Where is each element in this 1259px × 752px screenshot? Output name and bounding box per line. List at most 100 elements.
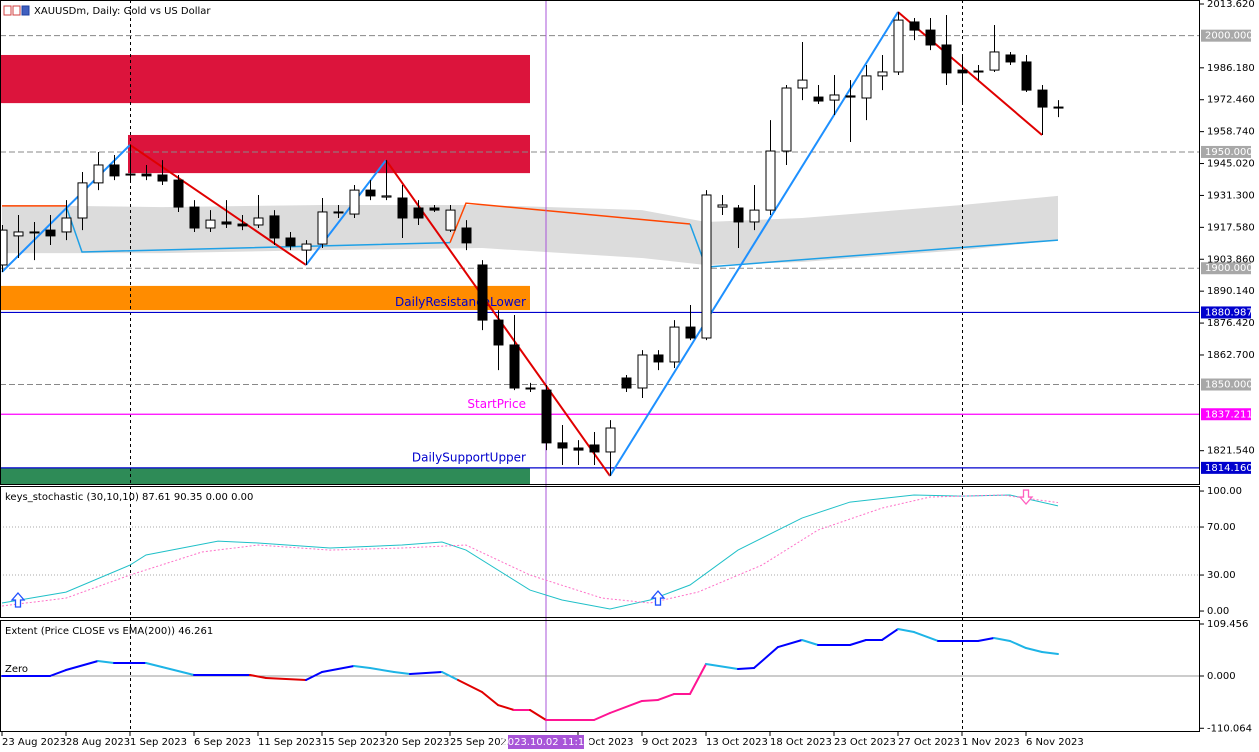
- candle-body: [45, 229, 56, 237]
- candle-body: [605, 427, 616, 453]
- extent-segment: [913, 631, 939, 642]
- candle-body: [365, 189, 376, 197]
- level-tag-label: 1814.160: [1205, 463, 1253, 474]
- level-name: DailySupportUpper: [412, 450, 526, 464]
- candle-body: [1037, 89, 1048, 108]
- candle-body: [477, 264, 488, 321]
- level-tag: [1201, 145, 1251, 158]
- y-tick-label: -110.064: [1207, 723, 1252, 734]
- buy-arrow: [10, 592, 26, 608]
- x-tick-label: 4 Oct 2023: [578, 737, 633, 748]
- extent-segment: [777, 638, 803, 649]
- candle-body: [509, 344, 520, 389]
- extent-segment: [409, 671, 443, 676]
- level-tag: [1201, 306, 1251, 319]
- x-tick-label: 23 Aug 2023: [2, 737, 66, 748]
- candle-body: [221, 221, 232, 225]
- candle-body: [781, 87, 792, 152]
- candle-body: [1021, 61, 1032, 91]
- level-tag-label: 1880.987: [1205, 307, 1253, 318]
- candle-body: [941, 44, 952, 74]
- extent-segment: [353, 664, 371, 670]
- candle-body: [317, 211, 328, 245]
- extent-segment: [737, 667, 755, 671]
- candle-body: [589, 444, 600, 453]
- extent-segment: [65, 659, 99, 672]
- level-tag-label: 1837.211: [1205, 409, 1253, 420]
- y-tick-label: 30.00: [1207, 570, 1236, 581]
- zone: [1, 468, 530, 485]
- candle-body: [637, 354, 648, 389]
- icon: [3, 5, 12, 16]
- candle-body: [909, 21, 920, 31]
- extent-segment: [1041, 651, 1059, 656]
- x-tick-label: 9 Oct 2023: [642, 737, 697, 748]
- candle-body: [61, 217, 72, 233]
- candle-body: [1005, 54, 1016, 63]
- stochastic-line: [1, 494, 1059, 607]
- extent-segment: [441, 671, 459, 681]
- zone: [128, 134, 530, 174]
- candle-body: [957, 69, 968, 74]
- symbol-icons: [3, 5, 30, 16]
- candle-body: [861, 75, 872, 99]
- level-tag: [1201, 461, 1251, 474]
- zigzag-segment: [897, 11, 1043, 136]
- x-tick-label: 25 Sep 2023: [450, 737, 513, 748]
- back-layer: [0, 0, 1200, 732]
- extent-segment: [657, 693, 675, 701]
- candle-body: [157, 174, 168, 182]
- candle-body: [1053, 106, 1064, 109]
- candle-body: [653, 354, 664, 363]
- x-tick-label: 15 Sep 2023: [322, 737, 385, 748]
- extent-segment: [49, 669, 67, 677]
- extent-segment: [641, 698, 659, 702]
- x-tick-label: 23 Oct 2023: [834, 737, 896, 748]
- icon: [21, 5, 30, 16]
- candle-body: [381, 195, 392, 198]
- x-tick-label: 13 Oct 2023: [706, 737, 768, 748]
- candle-body: [301, 243, 312, 251]
- extent-segment: [305, 671, 323, 681]
- y-tick-label: 1931.300: [1207, 190, 1255, 201]
- y-tick-label: 1903.860: [1207, 254, 1255, 265]
- candle-body: [93, 164, 104, 184]
- x-tick-label: 6 Sep 2023: [194, 737, 251, 748]
- candle-body: [173, 179, 184, 208]
- extent-segment: [457, 678, 483, 694]
- candle-body: [797, 79, 808, 89]
- candle-body: [845, 95, 856, 98]
- x-tick-label: 6 Nov 2023: [1026, 737, 1084, 748]
- y-tick-label: 0.00: [1207, 606, 1229, 617]
- candle-body: [893, 19, 904, 73]
- y-tick-label: 1986.180: [1207, 63, 1255, 74]
- extent-segment: [265, 676, 307, 681]
- level-tag: [1201, 262, 1251, 275]
- extent-segment: [97, 659, 115, 664]
- y-tick-label: 1821.540: [1207, 446, 1255, 457]
- candle-body: [573, 447, 584, 451]
- x-tick-label: 27 Oct 2023: [898, 737, 960, 748]
- candle-body: [813, 96, 824, 102]
- candle-body: [717, 204, 728, 208]
- extent-frame: [0, 620, 1200, 732]
- y-tick-label: 100.00: [1207, 486, 1242, 497]
- candle-body: [205, 219, 216, 229]
- extent-segment: [897, 628, 915, 634]
- y-tick-label: 1972.460: [1207, 95, 1255, 106]
- level-tag-label: 2000.000: [1205, 31, 1253, 42]
- candle-body: [413, 207, 424, 219]
- candle-body: [29, 231, 40, 234]
- extent-segment: [801, 638, 819, 646]
- extent-segment: [705, 662, 739, 671]
- candle-body: [285, 237, 296, 247]
- candle-body: [973, 70, 984, 73]
- zigzag-segment: [129, 144, 307, 266]
- cursor-tag-label: 2023.10.02 11:14: [501, 737, 590, 748]
- extent-segment: [881, 628, 899, 641]
- x-tick-label: 1 Nov 2023: [962, 737, 1020, 748]
- extent-segment: [977, 637, 995, 642]
- x-tick-label: 11 Sep 2023: [258, 737, 321, 748]
- level-tag-label: 1950.000: [1205, 147, 1253, 158]
- candle-body: [733, 207, 744, 223]
